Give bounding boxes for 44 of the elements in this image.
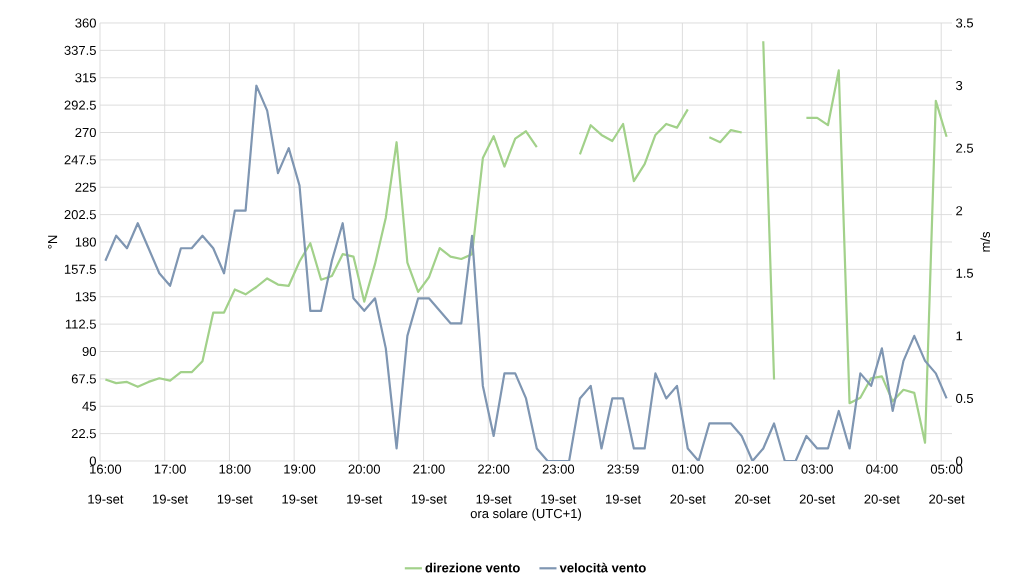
y-tick-label: 45: [82, 401, 96, 411]
category-label: 18:00 19-set: [217, 464, 253, 504]
y2-tick-label: 0: [956, 456, 963, 466]
x-axis-title: ora solare (UTC+1): [470, 508, 581, 521]
y2-tick-label: 3.5: [956, 18, 974, 28]
category-label: 05:00 20-set: [929, 464, 965, 504]
y-tick-label: 135: [75, 292, 96, 302]
y-tick-label: 292.5: [64, 100, 96, 110]
category-label: 23:00 19-set: [541, 464, 577, 504]
category-label: 19:00 19-set: [282, 464, 318, 504]
y-axis-title: °N: [48, 235, 58, 249]
y2-tick-label: 2: [956, 206, 963, 216]
y-tick-label: 270: [75, 127, 96, 138]
category-label: 01:00 20-set: [670, 464, 706, 504]
y-tick-label: 315: [75, 73, 96, 83]
legend-label: direzione vento: [425, 562, 520, 573]
y-tick-label: 202.5: [64, 210, 96, 220]
category-label: 17:00 19-set: [153, 464, 189, 504]
category-label: 04:00 20-set: [864, 464, 900, 504]
legend-label: velocità vento: [559, 562, 646, 573]
y2-tick-label: 2.5: [956, 143, 974, 153]
y-tick-label: 225: [75, 182, 96, 192]
y-tick-label: 90: [82, 346, 96, 357]
y-tick-label: 22.5: [71, 429, 96, 439]
y-tick-label: 0: [89, 456, 96, 466]
category-label: 23:59 19-set: [605, 464, 642, 504]
y-tick-label: 157.5: [64, 264, 96, 274]
category-label: 22:00 19-set: [476, 464, 512, 504]
y-tick-label: 337.5: [64, 45, 96, 55]
y2-tick-label: 3: [956, 80, 963, 91]
y2-axis-title: m/s: [980, 231, 991, 252]
y-tick-label: 112.5: [65, 319, 96, 329]
y-tick-label: 360: [75, 18, 96, 28]
y-tick-label: 247.5: [64, 155, 96, 165]
category-label: 03:00 20-set: [799, 464, 836, 504]
category-label: 20:00 19-set: [347, 464, 383, 504]
y2-tick-label: 0.5: [956, 393, 974, 404]
category-label: 02:00 20-set: [735, 464, 771, 504]
y-tick-label: 67.5: [71, 374, 96, 384]
y2-tick-label: 1.5: [956, 268, 974, 278]
y-tick-label: 180: [75, 237, 96, 247]
y2-tick-label: 1: [956, 331, 963, 341]
category-label: 16:00 19-set: [88, 464, 124, 504]
category-label: 21:00 19-set: [411, 464, 447, 504]
